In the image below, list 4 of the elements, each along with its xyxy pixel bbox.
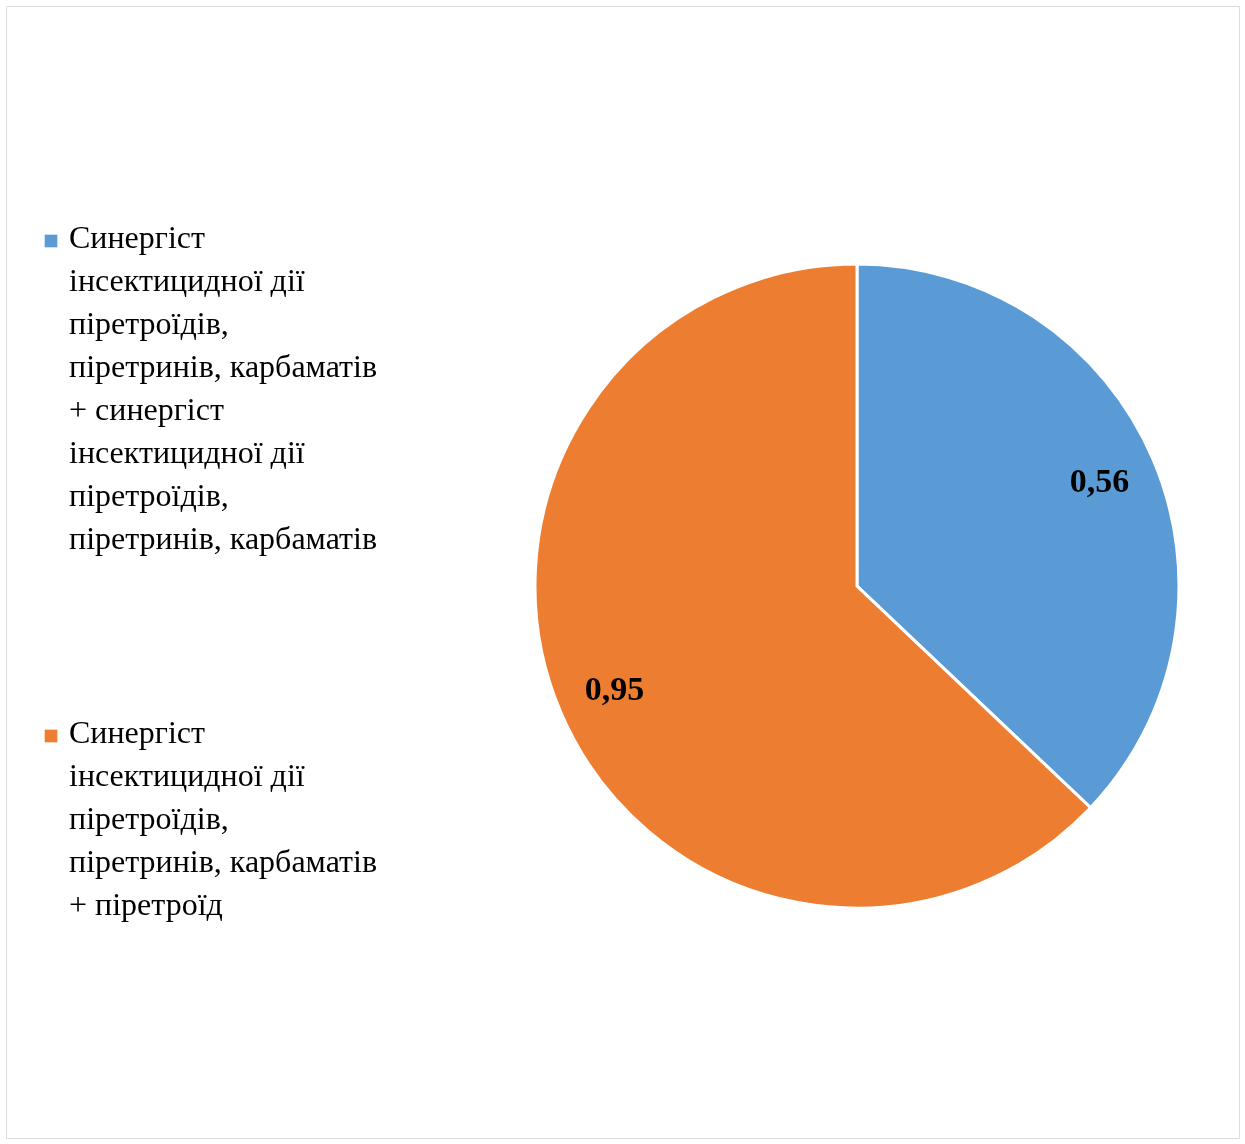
legend-label: Синергіст інсектицидної дії піретроїдів, піретринів, карбаматів + синергіст інсектицидної дії піретроїдів, піретринів, карбаматів [69,219,377,556]
data-label: 0,56 [1069,461,1130,499]
data-label: 0,95 [584,670,645,708]
legend-label: Синергіст інсектицидної дії піретроїдів, піретринів, карбаматів + піретроїд [69,714,377,922]
